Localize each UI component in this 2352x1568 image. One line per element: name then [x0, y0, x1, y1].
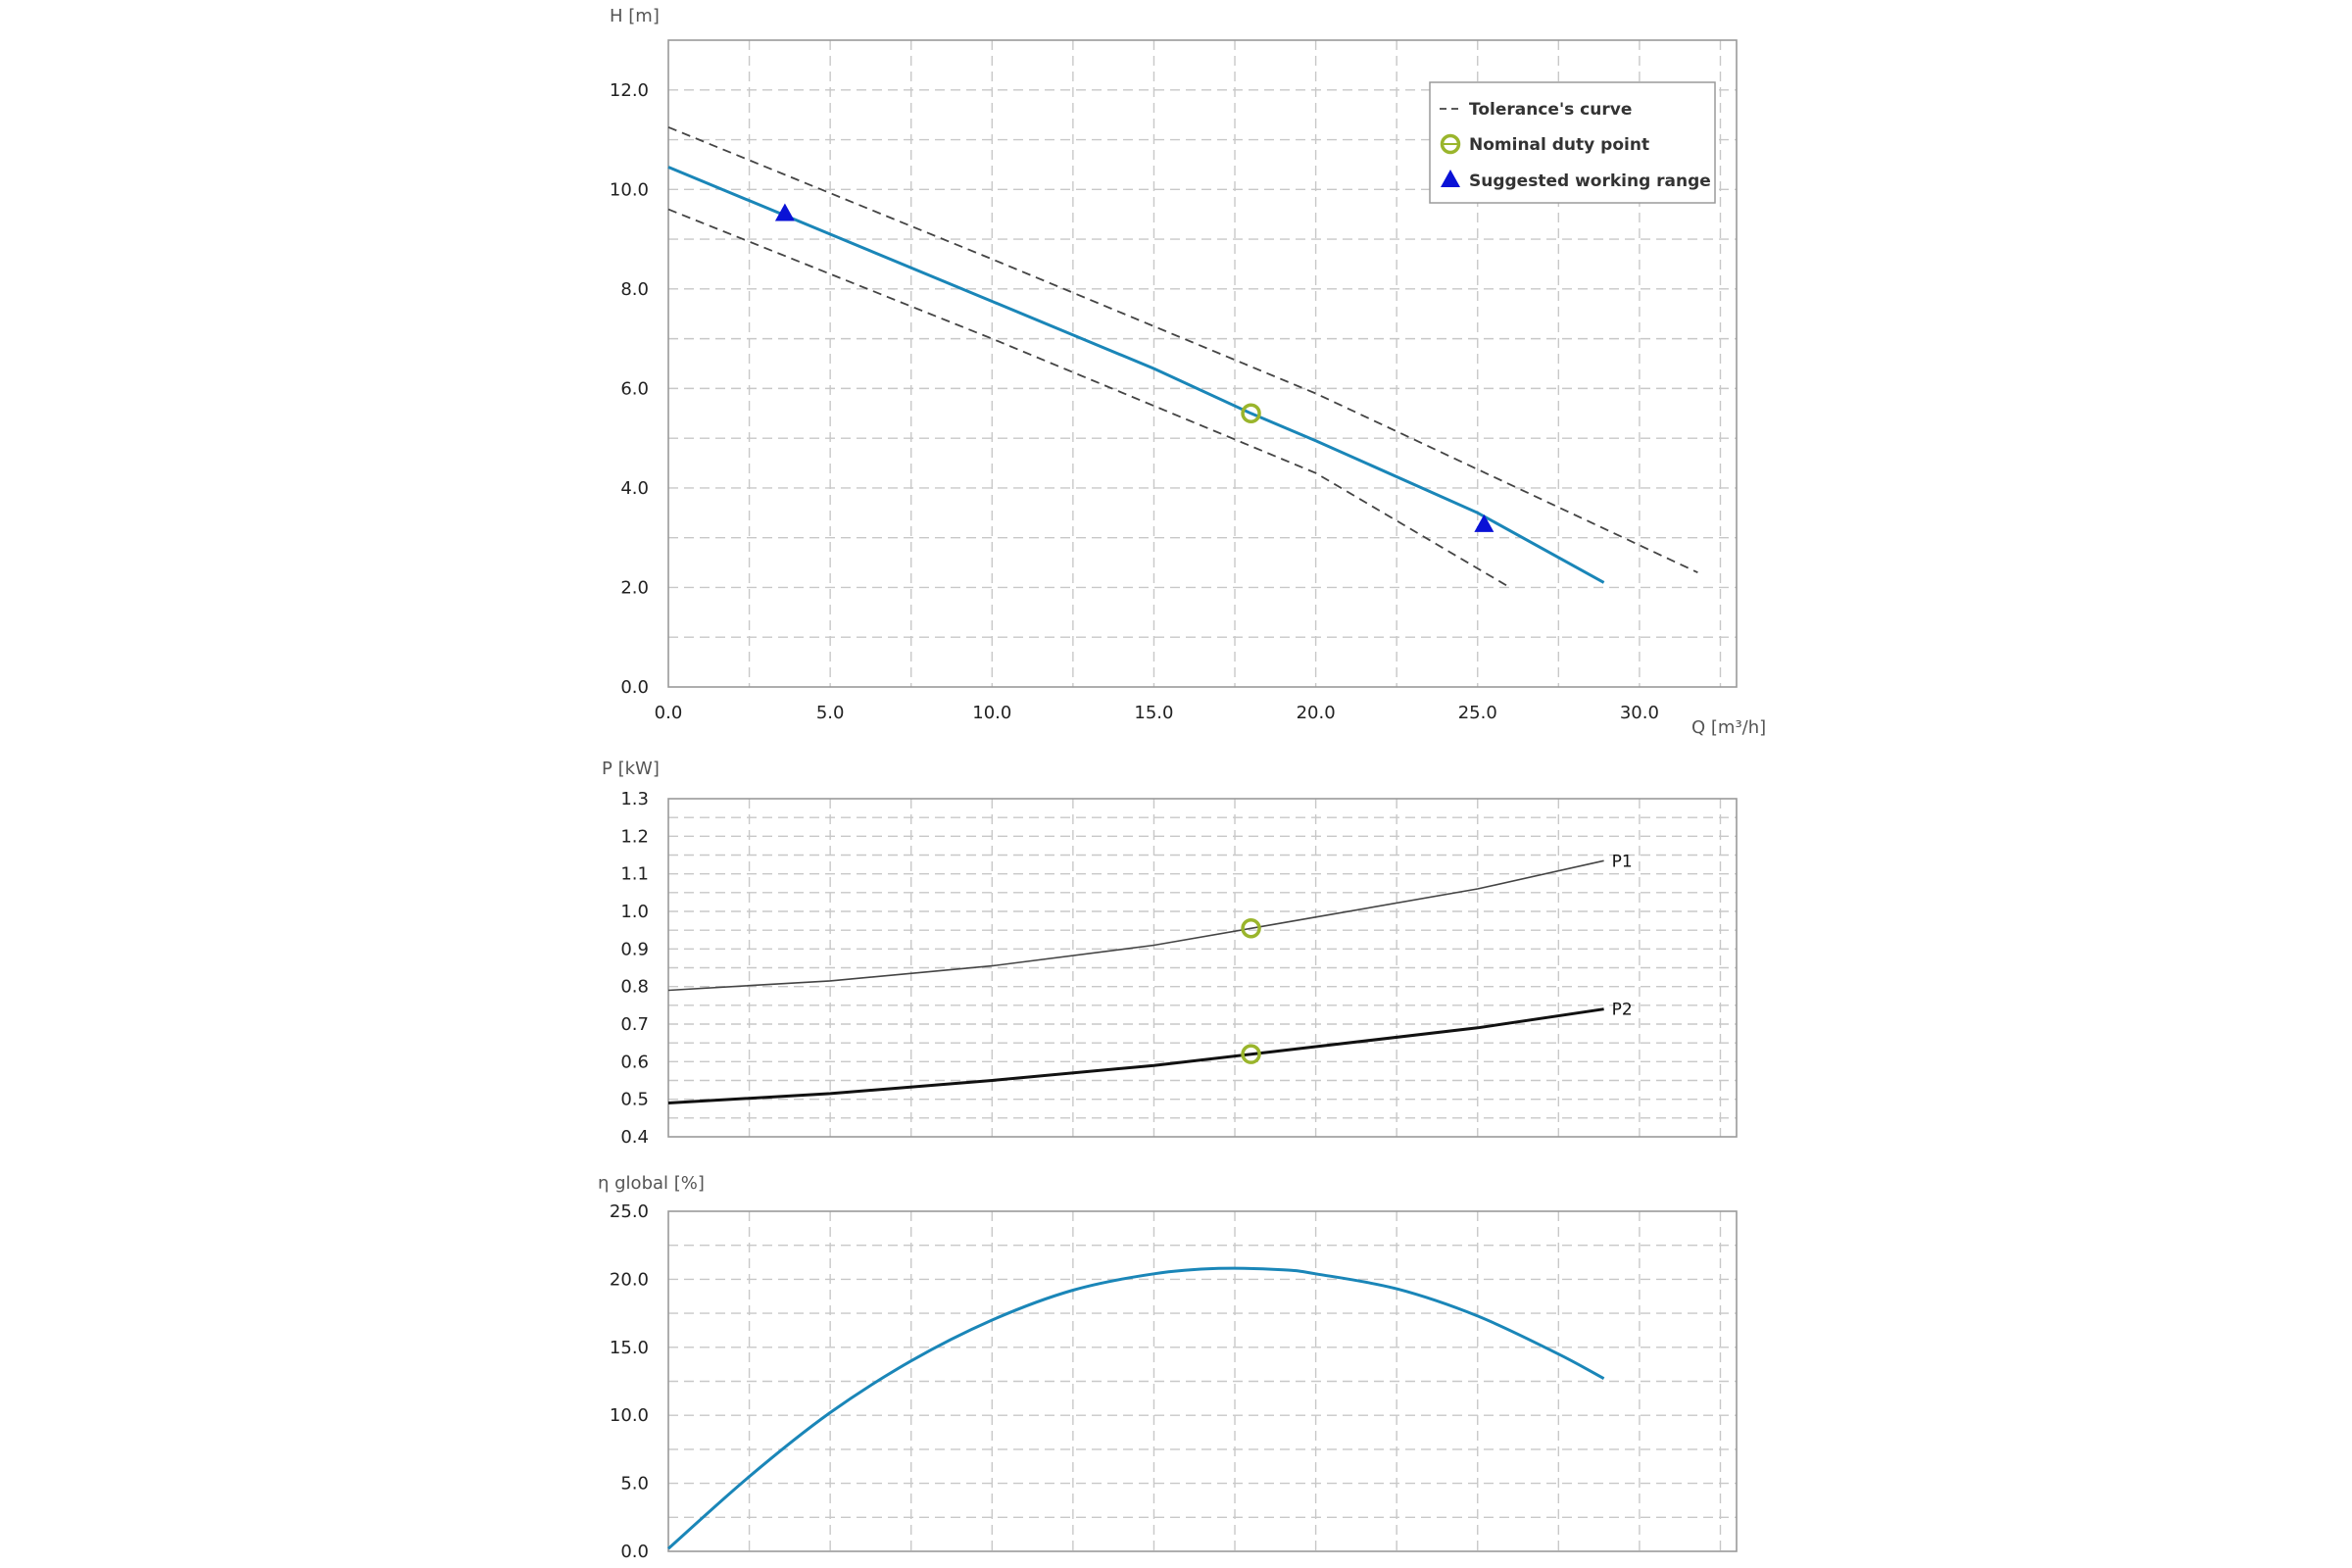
working-range-marker: [1474, 514, 1494, 532]
x-tick-label: 15.0: [1134, 703, 1173, 723]
x-tick-label: 10.0: [972, 703, 1011, 723]
y-tick-label: 10.0: [610, 1405, 649, 1426]
y-axis-title: H [m]: [610, 6, 660, 26]
y-axis-title: P [kW]: [602, 759, 660, 779]
y-tick-label: 20.0: [610, 1269, 649, 1290]
legend-label: Suggested working range: [1469, 172, 1711, 191]
plot-frame: [667, 798, 1738, 1138]
y-tick-label: 25.0: [610, 1201, 649, 1222]
grid-lines: [668, 799, 1737, 1137]
legend-box: [1429, 81, 1716, 204]
working-range-marker: [774, 203, 795, 221]
chart-legend: Tolerance's curve Nominal duty point Sugge…: [1429, 81, 1716, 204]
y-tick-label: 15.0: [610, 1338, 649, 1358]
curve-label-p1: P1: [1612, 852, 1633, 871]
y-tick-label: 5.0: [620, 1474, 649, 1494]
legend-circle-icon: [1440, 133, 1461, 155]
power-curve-p2: [667, 1007, 1604, 1104]
y-tick-label: 0.6: [620, 1052, 649, 1072]
y-tick-label: 0.7: [620, 1014, 649, 1035]
y-tick-label: 0.0: [620, 1542, 649, 1562]
tolerance-curve-line: [667, 208, 1511, 589]
y-tick-label: 0.8: [620, 977, 649, 998]
plot-frame: [667, 39, 1738, 688]
y-tick-label: 10.0: [610, 179, 649, 200]
nominal-duty-point-marker: [1241, 1044, 1261, 1064]
nominal-duty-point-marker: [1241, 403, 1261, 424]
x-tick-label: 25.0: [1458, 703, 1497, 723]
x-axis-title: Q [m³/h]: [1691, 717, 1766, 738]
power-curve-p1: [667, 859, 1604, 992]
y-tick-label: 6.0: [620, 378, 649, 399]
y-tick-label: 8.0: [620, 279, 649, 300]
efficiency-curve-line: [667, 1266, 1605, 1550]
y-tick-label: 0.0: [620, 677, 649, 698]
y-axis-title: η global [%]: [598, 1173, 705, 1194]
nominal-duty-point-marker: [1241, 918, 1261, 939]
x-tick-label: 5.0: [816, 703, 845, 723]
x-tick-label: 20.0: [1297, 703, 1336, 723]
x-tick-label: 0.0: [655, 703, 683, 723]
y-tick-label: 1.1: [620, 864, 649, 885]
legend-label: Nominal duty point: [1469, 135, 1649, 155]
y-tick-label: 0.9: [620, 939, 649, 959]
grid-lines: [668, 1211, 1737, 1551]
legend-label: Tolerance's curve: [1469, 100, 1632, 120]
plot-frame: [667, 1210, 1738, 1552]
grid-lines: [668, 40, 1737, 687]
y-tick-label: 2.0: [620, 577, 649, 598]
curve-label-p2: P2: [1612, 1001, 1633, 1020]
y-tick-label: 1.3: [620, 789, 649, 809]
head-curve-line: [667, 166, 1605, 584]
y-tick-label: 1.0: [620, 902, 649, 922]
y-tick-label: 1.2: [620, 826, 649, 847]
y-tick-label: 4.0: [620, 478, 649, 499]
y-tick-label: 0.5: [620, 1090, 649, 1110]
legend-triangle-icon: [1441, 170, 1460, 187]
x-tick-label: 30.0: [1620, 703, 1659, 723]
y-tick-label: 0.4: [620, 1127, 649, 1148]
y-tick-label: 12.0: [610, 80, 649, 101]
